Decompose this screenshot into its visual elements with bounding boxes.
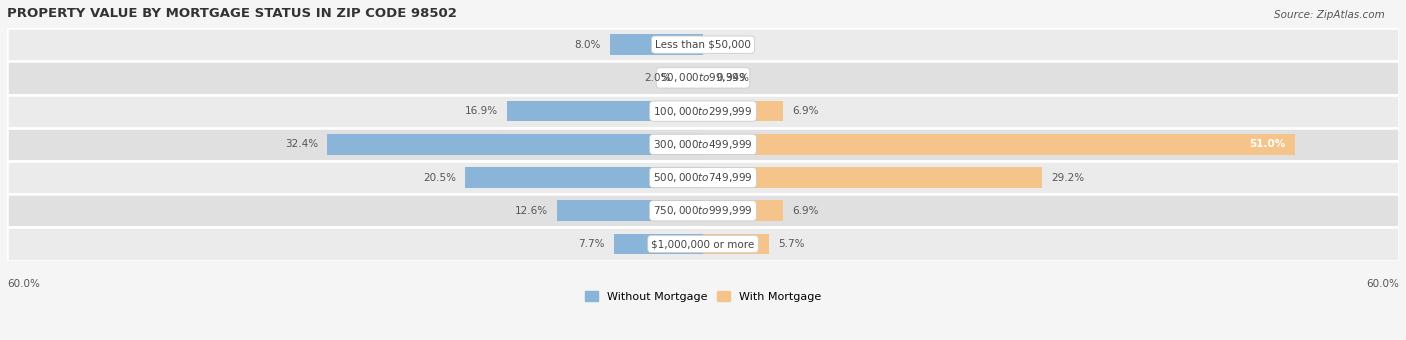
Text: 2.0%: 2.0% xyxy=(644,73,671,83)
Text: 0.34%: 0.34% xyxy=(716,73,749,83)
Text: 51.0%: 51.0% xyxy=(1249,139,1285,149)
Text: 32.4%: 32.4% xyxy=(285,139,318,149)
Text: 7.7%: 7.7% xyxy=(578,239,605,249)
Text: 12.6%: 12.6% xyxy=(515,206,547,216)
Bar xyxy=(7,128,1399,161)
Bar xyxy=(703,101,783,121)
Bar xyxy=(703,134,1295,155)
Bar xyxy=(7,61,1399,95)
Bar xyxy=(703,68,707,88)
Text: $50,000 to $99,999: $50,000 to $99,999 xyxy=(659,71,747,84)
Bar xyxy=(465,167,703,188)
Bar xyxy=(610,34,703,55)
Text: 8.0%: 8.0% xyxy=(575,40,600,50)
Bar xyxy=(7,95,1399,128)
Bar xyxy=(557,201,703,221)
Text: $750,000 to $999,999: $750,000 to $999,999 xyxy=(654,204,752,217)
Text: Source: ZipAtlas.com: Source: ZipAtlas.com xyxy=(1274,10,1385,20)
Bar xyxy=(679,68,703,88)
Bar xyxy=(7,28,1399,61)
Bar xyxy=(703,201,783,221)
Text: PROPERTY VALUE BY MORTGAGE STATUS IN ZIP CODE 98502: PROPERTY VALUE BY MORTGAGE STATUS IN ZIP… xyxy=(7,7,457,20)
Bar xyxy=(328,134,703,155)
Bar xyxy=(613,234,703,254)
Text: $100,000 to $299,999: $100,000 to $299,999 xyxy=(654,105,752,118)
Text: $300,000 to $499,999: $300,000 to $499,999 xyxy=(654,138,752,151)
Text: Less than $50,000: Less than $50,000 xyxy=(655,40,751,50)
Text: $500,000 to $749,999: $500,000 to $749,999 xyxy=(654,171,752,184)
Text: 60.0%: 60.0% xyxy=(1367,279,1399,289)
Bar xyxy=(7,161,1399,194)
Bar xyxy=(508,101,703,121)
Text: 20.5%: 20.5% xyxy=(423,173,456,183)
Bar xyxy=(703,234,769,254)
Legend: Without Mortgage, With Mortgage: Without Mortgage, With Mortgage xyxy=(581,287,825,306)
Bar xyxy=(703,167,1042,188)
Text: 29.2%: 29.2% xyxy=(1052,173,1084,183)
Bar xyxy=(7,194,1399,227)
Text: 6.9%: 6.9% xyxy=(793,106,818,116)
Text: 16.9%: 16.9% xyxy=(464,106,498,116)
Text: 6.9%: 6.9% xyxy=(793,206,818,216)
Text: 5.7%: 5.7% xyxy=(779,239,804,249)
Text: $1,000,000 or more: $1,000,000 or more xyxy=(651,239,755,249)
Bar xyxy=(7,227,1399,261)
Text: 60.0%: 60.0% xyxy=(7,279,39,289)
